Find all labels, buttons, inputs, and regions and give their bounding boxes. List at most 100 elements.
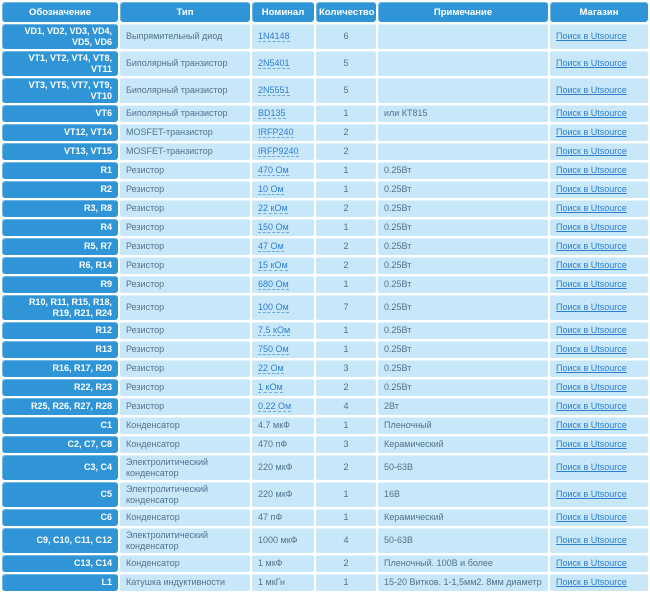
note-cell: 0.25Вт (378, 360, 548, 377)
table-row: R9 Резистор 680 Ом 1 0.25Вт Поиск в Utso… (2, 276, 648, 293)
shop-link[interactable]: Поиск в Utsource (556, 260, 627, 271)
quantity-cell: 1 (316, 219, 376, 236)
value-link[interactable]: 750 Ом (258, 344, 289, 356)
value-link[interactable]: IRFP240 (258, 127, 294, 139)
value-text: 220 мкФ (258, 489, 293, 500)
quantity-cell: 1 (316, 181, 376, 198)
shop-link[interactable]: Поиск в Utsource (556, 279, 627, 290)
shop-link[interactable]: Поиск в Utsource (556, 85, 627, 96)
value-text: 47 пФ (258, 512, 283, 523)
shop-link[interactable]: Поиск в Utsource (556, 58, 627, 69)
table-row: R10, R11, R15, R18, R19, R21, R24 Резист… (2, 295, 648, 320)
value-cell: 1000 мкФ (252, 528, 314, 553)
value-link[interactable]: 150 Ом (258, 222, 289, 234)
note-cell: 0.25Вт (378, 219, 548, 236)
shop-link[interactable]: Поиск в Utsource (556, 439, 627, 450)
designation-cell: R25, R26, R27, R28 (2, 398, 118, 415)
shop-link[interactable]: Поиск в Utsource (556, 165, 627, 176)
quantity-cell: 2 (316, 143, 376, 160)
shop-link[interactable]: Поиск в Utsource (556, 401, 627, 412)
shop-link[interactable]: Поиск в Utsource (556, 344, 627, 355)
shop-link[interactable]: Поиск в Utsource (556, 302, 627, 313)
shop-link[interactable]: Поиск в Utsource (556, 535, 627, 546)
type-cell: Резистор (120, 238, 250, 255)
shop-link[interactable]: Поиск в Utsource (556, 325, 627, 336)
type-cell: Конденсатор (120, 436, 250, 453)
value-link[interactable]: 470 Ом (258, 165, 289, 177)
designation-cell: R4 (2, 219, 118, 236)
quantity-cell: 2 (316, 124, 376, 141)
value-cell: 470 Ом (252, 162, 314, 179)
value-link[interactable]: 100 Ом (258, 302, 289, 314)
column-header-note: Примечание (378, 2, 548, 22)
value-link[interactable]: 2N5551 (258, 85, 290, 97)
shop-link[interactable]: Поиск в Utsource (556, 382, 627, 393)
note-cell: или КТ815 (378, 105, 548, 122)
shop-link[interactable]: Поиск в Utsource (556, 146, 627, 157)
value-link[interactable]: 7.5 кОм (258, 325, 291, 337)
value-cell: 2N5401 (252, 51, 314, 76)
value-link[interactable]: IRFP9240 (258, 146, 299, 158)
value-link[interactable]: 22 Ом (258, 363, 284, 375)
table-row: R22, R23 Резистор 1 кОм 2 0.25Вт Поиск в… (2, 379, 648, 396)
shop-link[interactable]: Поиск в Utsource (556, 489, 627, 500)
note-cell (378, 24, 548, 49)
note-cell: 16В (378, 482, 548, 507)
value-cell: 22 Ом (252, 360, 314, 377)
designation-cell: R12 (2, 322, 118, 339)
type-cell: Резистор (120, 341, 250, 358)
shop-link[interactable]: Поиск в Utsource (556, 222, 627, 233)
designation-cell: C2, C7, C8 (2, 436, 118, 453)
value-link[interactable]: 0.22 Ом (258, 401, 292, 413)
note-cell: 0.25Вт (378, 295, 548, 320)
shop-link[interactable]: Поиск в Utsource (556, 420, 627, 431)
value-cell: 22 кОм (252, 200, 314, 217)
shop-link[interactable]: Поиск в Utsource (556, 184, 627, 195)
note-cell: 0.25Вт (378, 238, 548, 255)
shop-cell: Поиск в Utsource (550, 341, 648, 358)
value-link[interactable]: 1 кОм (258, 382, 283, 394)
table-row: R16, R17, R20 Резистор 22 Ом 3 0.25Вт По… (2, 360, 648, 377)
value-link[interactable]: 47 Ом (258, 241, 284, 253)
shop-link[interactable]: Поиск в Utsource (556, 108, 627, 119)
shop-link[interactable]: Поиск в Utsource (556, 241, 627, 252)
quantity-cell: 6 (316, 24, 376, 49)
type-cell: Катушка индуктивности (120, 574, 250, 591)
shop-cell: Поиск в Utsource (550, 51, 648, 76)
shop-link[interactable]: Поиск в Utsource (556, 462, 627, 473)
shop-cell: Поиск в Utsource (550, 436, 648, 453)
table-row: VT1, VT2, VT4, VT8, VT11 Биполярный тран… (2, 51, 648, 76)
column-header-value: Номинал (252, 2, 314, 22)
designation-cell: VT13, VT15 (2, 143, 118, 160)
table-row: VT6 Биполярный транзистор BD135 1 или КТ… (2, 105, 648, 122)
shop-link[interactable]: Поиск в Utsource (556, 31, 627, 42)
shop-cell: Поиск в Utsource (550, 105, 648, 122)
value-link[interactable]: 15 кОм (258, 260, 288, 272)
designation-cell: R1 (2, 162, 118, 179)
value-link[interactable]: 680 Ом (258, 279, 289, 291)
column-header-shop: Магазин (550, 2, 648, 22)
value-cell: 1N4148 (252, 24, 314, 49)
value-cell: IRFP9240 (252, 143, 314, 160)
table-row: C13, C14 Конденсатор 1 мкФ 2 Пленочный. … (2, 555, 648, 572)
shop-link[interactable]: Поиск в Utsource (556, 558, 627, 569)
note-cell: 0.25Вт (378, 379, 548, 396)
shop-link[interactable]: Поиск в Utsource (556, 127, 627, 138)
shop-link[interactable]: Поиск в Utsource (556, 203, 627, 214)
column-header-designation: Обозначение (2, 2, 118, 22)
column-header-quantity: Количество (316, 2, 376, 22)
value-link[interactable]: 10 Ом (258, 184, 284, 196)
value-link[interactable]: 22 кОм (258, 203, 288, 215)
note-cell: Пленочный (378, 417, 548, 434)
value-link[interactable]: 1N4148 (258, 31, 290, 43)
value-link[interactable]: BD135 (258, 108, 286, 120)
shop-link[interactable]: Поиск в Utsource (556, 512, 627, 523)
value-link[interactable]: 2N5401 (258, 58, 290, 70)
shop-link[interactable]: Поиск в Utsource (556, 577, 627, 588)
table-row: L1 Катушка индуктивности 1 мкГн 1 15-20 … (2, 574, 648, 591)
value-text: 1 мкФ (258, 558, 283, 569)
shop-link[interactable]: Поиск в Utsource (556, 363, 627, 374)
quantity-cell: 2 (316, 455, 376, 480)
quantity-cell: 1 (316, 276, 376, 293)
